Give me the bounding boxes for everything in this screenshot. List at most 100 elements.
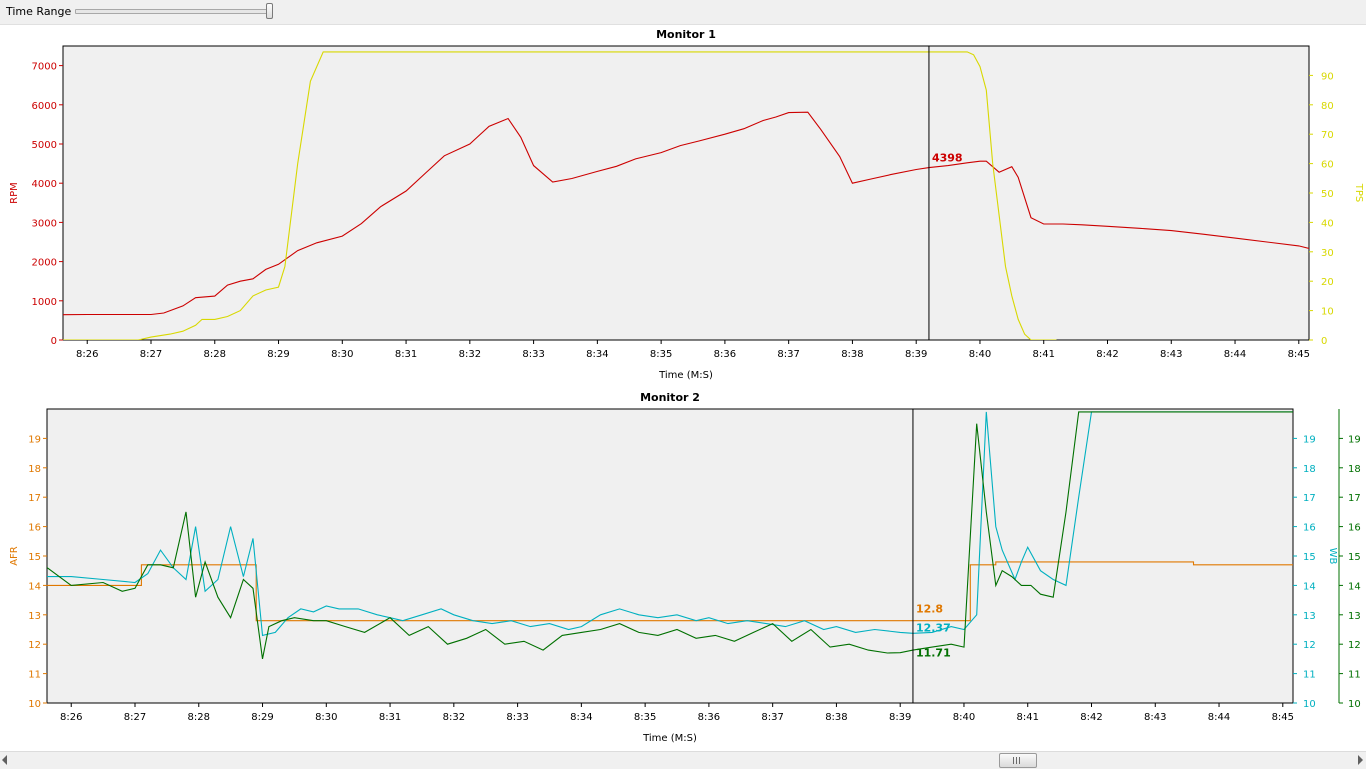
x-tick-label: 8:38	[841, 349, 863, 360]
right-y-axis-2-tick-label: 13	[1348, 611, 1361, 622]
left-y-tick-label: 5000	[32, 140, 57, 151]
scroll-right-arrow-icon[interactable]	[1358, 755, 1363, 765]
time-range-slider-track[interactable]	[75, 9, 273, 14]
left-y-tick-label: 14	[28, 581, 41, 592]
right-y-axis-2-tick-label: 17	[1348, 493, 1361, 504]
right-y-tick-label: 70	[1321, 130, 1334, 141]
x-tick-label: 8:31	[379, 712, 401, 723]
x-tick-label: 8:41	[1016, 712, 1038, 723]
x-axis-label: Time (M:S)	[658, 370, 713, 381]
left-y-tick-label: 19	[28, 434, 41, 445]
x-tick-label: 8:36	[714, 349, 736, 360]
left-y-tick-label: 6000	[32, 101, 57, 112]
x-tick-label: 8:42	[1096, 349, 1118, 360]
plot-area	[46, 408, 1294, 704]
monitor-2-chart[interactable]: Monitor 2 8:26 8:27 8:28 8:29 8:30 8:31 8:32 8:3…	[0, 388, 1366, 750]
x-tick-label: 8:39	[889, 712, 911, 723]
right-y-tick-label: 10	[1303, 699, 1316, 710]
left-y-axis-label: AFR	[9, 546, 20, 566]
x-tick-label: 8:43	[1160, 349, 1182, 360]
toolbar: Time Range	[0, 0, 1366, 25]
left-y-tick-label: 4000	[32, 179, 57, 190]
series-line-wb	[47, 411, 1293, 637]
x-tick-label: 8:26	[76, 349, 98, 360]
x-tick-label: 8:30	[315, 712, 337, 723]
right-y-tick-label: 19	[1303, 434, 1316, 445]
right-y-axis-2-tick-label: 11	[1348, 670, 1361, 681]
x-tick-label: 8:35	[634, 712, 656, 723]
scroll-left-arrow-icon[interactable]	[2, 755, 7, 765]
cursor-value-afr: 12.8	[916, 603, 943, 616]
right-y-axis-2-tick-label: 19	[1348, 434, 1361, 445]
left-y-tick-label: 18	[28, 464, 41, 475]
right-y-tick-label: 60	[1321, 160, 1334, 171]
right-y-axis-label: WB	[1327, 548, 1338, 565]
time-range-slider-thumb[interactable]	[266, 3, 273, 19]
x-tick-label: 8:42	[1080, 712, 1102, 723]
right-y-tick-label: 14	[1303, 581, 1316, 592]
grip-icon	[1013, 757, 1022, 764]
right-y-axis-2-tick-label: 12	[1348, 640, 1361, 651]
left-y-tick-label: 3000	[32, 218, 57, 229]
x-tick-label: 8:28	[204, 349, 226, 360]
left-y-tick-label: 1000	[32, 297, 57, 308]
right-y-tick-label: 18	[1303, 464, 1316, 475]
x-tick-label: 8:34	[586, 349, 608, 360]
left-y-tick-label: 13	[28, 611, 41, 622]
x-tick-label: 8:44	[1208, 712, 1230, 723]
right-y-tick-label: 17	[1303, 493, 1316, 504]
left-y-tick-label: 11	[28, 670, 41, 681]
right-y-tick-label: 10	[1321, 307, 1334, 318]
x-tick-label: 8:38	[825, 712, 847, 723]
chart-title: Monitor 2	[640, 391, 700, 404]
right-y-axis-2-tick-label: 18	[1348, 464, 1361, 475]
x-tick-label: 8:28	[188, 712, 210, 723]
right-y-axis-2-tick-label: 14	[1348, 581, 1361, 592]
x-tick-label: 8:30	[331, 349, 353, 360]
horizontal-scrollbar[interactable]	[0, 751, 1366, 769]
x-tick-label: 8:44	[1224, 349, 1246, 360]
x-tick-label: 8:45	[1272, 712, 1294, 723]
right-y-axis-2-tick-label: 10	[1348, 699, 1361, 710]
right-y-tick-label: 90	[1321, 71, 1334, 82]
left-y-tick-label: 10	[28, 699, 41, 710]
x-tick-label: 8:32	[443, 712, 465, 723]
right-y-tick-label: 50	[1321, 189, 1334, 200]
left-y-tick-label: 17	[28, 493, 41, 504]
cursor-value-wb: 12.37	[916, 621, 951, 634]
x-axis-label: Time (M:S)	[642, 733, 697, 744]
right-y-tick-label: 11	[1303, 670, 1316, 681]
series-line-rpm	[63, 111, 1309, 316]
left-y-tick-label: 2000	[32, 258, 57, 269]
left-y-tick-label: 0	[51, 336, 57, 347]
cursor-value-rpm: 4398	[932, 152, 963, 165]
x-tick-label: 8:26	[60, 712, 82, 723]
chart-title: Monitor 1	[656, 28, 716, 41]
x-tick-label: 8:41	[1032, 349, 1054, 360]
left-y-tick-label: 12	[28, 640, 41, 651]
right-y-axis-2-tick-label: 15	[1348, 552, 1361, 563]
x-tick-label: 8:43	[1144, 712, 1166, 723]
x-tick-label: 8:27	[140, 349, 162, 360]
monitor-1-chart[interactable]: Monitor 1 8:26 8:27 8:28 8:29 8:30 8:31 8:32 8:3…	[0, 24, 1366, 384]
x-tick-label: 8:31	[395, 349, 417, 360]
x-tick-label: 8:27	[124, 712, 146, 723]
x-tick-label: 8:37	[777, 349, 799, 360]
x-tick-label: 8:39	[905, 349, 927, 360]
right-y-tick-label: 12	[1303, 640, 1316, 651]
right-y-tick-label: 16	[1303, 523, 1316, 534]
right-y-tick-label: 13	[1303, 611, 1316, 622]
x-tick-label: 8:37	[761, 712, 783, 723]
x-tick-label: 8:33	[506, 712, 528, 723]
right-y-tick-label: 20	[1321, 277, 1334, 288]
left-y-tick-label: 7000	[32, 62, 57, 73]
series-line-tps	[63, 51, 1057, 340]
x-tick-label: 8:29	[267, 349, 289, 360]
series-line-series-2	[47, 411, 1293, 660]
right-y-axis-2-tick-label: 16	[1348, 523, 1361, 534]
left-y-axis-label: RPM	[9, 182, 20, 204]
series-line-afr	[47, 561, 1293, 622]
x-tick-label: 8:33	[522, 349, 544, 360]
right-y-tick-label: 40	[1321, 218, 1334, 229]
scrollbar-thumb[interactable]	[999, 753, 1037, 768]
